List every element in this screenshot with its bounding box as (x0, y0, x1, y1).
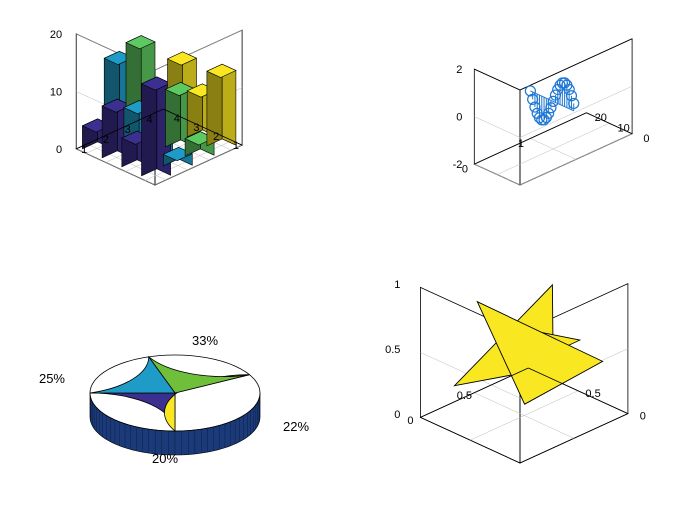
stem3-chart: -2020102001 (350, 0, 700, 262)
fill3-chart: 00.5100.5100.51 (350, 263, 700, 525)
svg-text:3: 3 (125, 124, 131, 136)
subplot-stem3: -2020102001 (350, 0, 700, 263)
svg-text:0: 0 (640, 410, 646, 422)
svg-text:20%: 20% (152, 451, 178, 466)
svg-text:2: 2 (103, 134, 109, 146)
pie3-chart: 25% 33% 22% 20% (0, 263, 350, 525)
subplot-bar3: 0 10 20 1 2 3 4 1 2 3 4 (0, 0, 350, 263)
svg-text:4: 4 (174, 113, 180, 125)
svg-text:0: 0 (643, 133, 649, 145)
svg-text:0: 0 (462, 164, 468, 176)
svg-text:1: 1 (394, 278, 400, 290)
svg-text:0: 0 (407, 414, 413, 426)
svg-text:0.5: 0.5 (385, 343, 400, 355)
svg-text:0.5: 0.5 (457, 390, 472, 402)
svg-text:3: 3 (193, 122, 199, 134)
svg-text:20: 20 (50, 29, 62, 41)
svg-text:33%: 33% (192, 333, 218, 348)
svg-text:0: 0 (56, 144, 62, 156)
subplot-pie3: 25% 33% 22% 20% (0, 263, 350, 525)
svg-text:22%: 22% (283, 419, 309, 434)
svg-text:2: 2 (456, 64, 462, 76)
subplot-fill3: 00.5100.5100.51 (350, 263, 700, 525)
svg-text:4: 4 (146, 114, 152, 126)
svg-text:1: 1 (81, 144, 87, 156)
bar3-chart: 0 10 20 1 2 3 4 1 2 3 4 (0, 0, 350, 262)
svg-text:20: 20 (595, 112, 607, 124)
svg-text:1: 1 (233, 140, 239, 152)
svg-text:10: 10 (618, 122, 630, 134)
svg-text:0: 0 (394, 408, 400, 420)
svg-text:0: 0 (456, 112, 462, 124)
svg-text:25%: 25% (39, 371, 65, 386)
figure-grid: 0102012341234 -2020102001 25%33%22%20% 0… (0, 0, 700, 525)
svg-text:10: 10 (50, 86, 62, 98)
svg-text:2: 2 (213, 131, 219, 143)
